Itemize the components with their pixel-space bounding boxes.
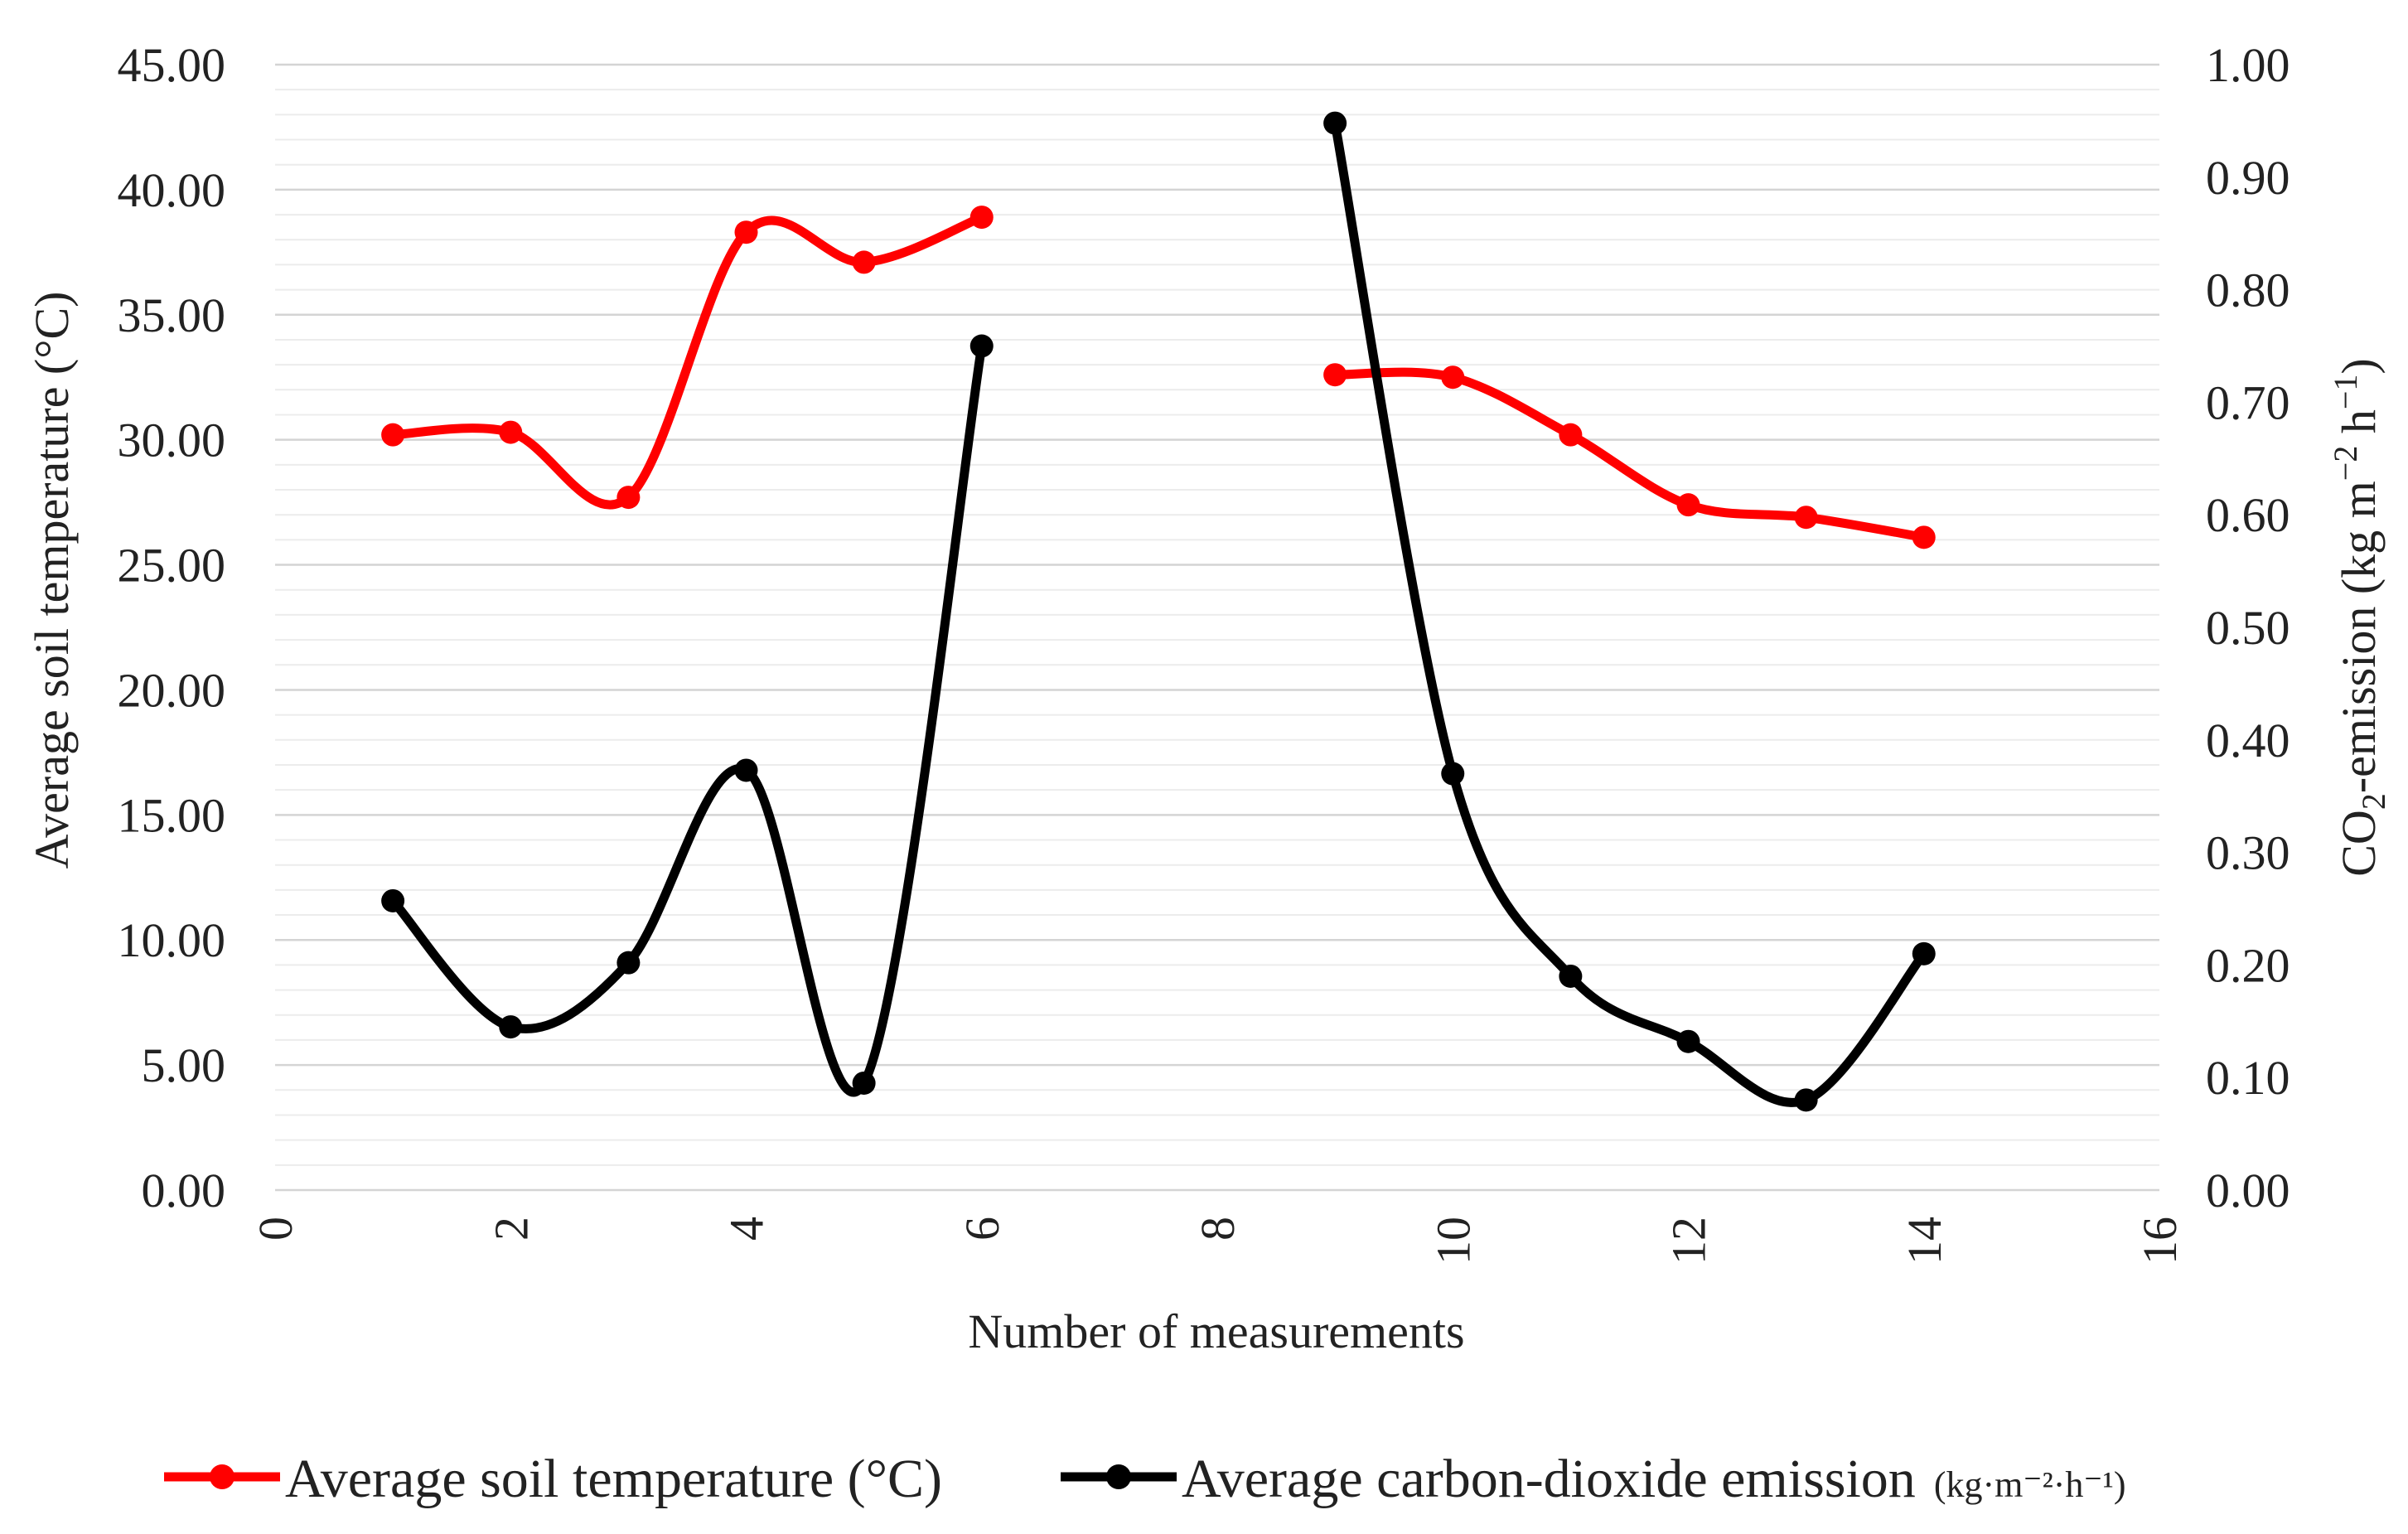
- right-tick-label: 0.90: [2206, 151, 2290, 205]
- data-point: [617, 951, 641, 975]
- right-tick-label: 0.00: [2206, 1164, 2290, 1217]
- data-point: [1676, 1029, 1700, 1053]
- data-point: [734, 220, 758, 244]
- x-tick-label: 12: [1662, 1217, 1716, 1265]
- x-tick-label: 2: [484, 1217, 538, 1241]
- data-point: [1559, 964, 1583, 988]
- right-tick-label: 0.10: [2206, 1051, 2290, 1105]
- x-tick-label: 14: [1898, 1217, 1951, 1265]
- legend: Average soil temperature (°C) Average ca…: [164, 1449, 2125, 1509]
- right-axis-ticks: 0.00 0.10 0.20 0.30 0.40 0.50 0.60 0.70 0.80 0.90…: [2206, 38, 2290, 1217]
- data-point: [734, 758, 758, 782]
- series-temperature: [381, 206, 1936, 549]
- data-point: [499, 420, 523, 444]
- data-point: [1794, 506, 1818, 530]
- data-point: [1323, 111, 1347, 135]
- left-tick-label: 25.00: [118, 539, 226, 593]
- series-line: [1330, 119, 1929, 1107]
- left-tick-label: 20.00: [118, 663, 226, 717]
- series-line: [1330, 367, 1929, 542]
- series-co2: [381, 111, 1936, 1112]
- minor-gridlines: [275, 89, 2159, 1166]
- data-point: [852, 250, 876, 274]
- data-point: [852, 1071, 876, 1095]
- data-point: [1441, 365, 1465, 390]
- left-tick-label: 15.00: [118, 788, 226, 842]
- x-axis-label: Number of measurements: [968, 1304, 1464, 1358]
- data-point: [969, 334, 994, 358]
- data-point: [1676, 493, 1700, 517]
- legend-label-temperature: Average soil temperature (°C): [285, 1449, 942, 1509]
- right-tick-label: 0.30: [2206, 826, 2290, 880]
- left-tick-label: 10.00: [118, 913, 226, 967]
- data-point: [1912, 525, 1936, 549]
- data-point: [1441, 762, 1465, 786]
- left-axis-label: Average soil temperature (°C): [25, 292, 79, 869]
- legend-label-co2: Average carbon-dioxide emission (kg·m⁻²·h…: [1182, 1449, 2125, 1509]
- legend-item-temperature: Average soil temperature (°C): [164, 1449, 942, 1509]
- right-tick-label: 0.50: [2206, 601, 2290, 655]
- left-tick-label: 35.00: [118, 288, 226, 342]
- left-tick-label: 30.00: [118, 414, 226, 467]
- left-tick-label: 40.00: [118, 163, 226, 217]
- series-line: [388, 212, 987, 510]
- data-point: [1559, 423, 1583, 447]
- right-tick-label: 1.00: [2206, 38, 2290, 92]
- left-axis-ticks: 0.00 5.00 10.00 15.00 20.00 25.00 30.00 35.00 40…: [118, 38, 226, 1217]
- data-point: [1794, 1088, 1818, 1112]
- data-point: [499, 1015, 523, 1039]
- right-tick-label: 0.60: [2206, 488, 2290, 542]
- x-tick-label: 4: [720, 1217, 774, 1241]
- right-tick-label: 0.40: [2206, 714, 2290, 767]
- right-axis-label: CO2-emission (kg m−2 h−1): [2327, 358, 2392, 877]
- left-tick-label: 5.00: [142, 1038, 226, 1092]
- x-axis-ticks: 0 2 4 6 8 10 12 14 16: [249, 1217, 2187, 1265]
- right-tick-label: 0.80: [2206, 264, 2290, 317]
- data-point: [617, 486, 641, 510]
- data-point: [1912, 941, 1936, 965]
- x-tick-label: 6: [955, 1217, 1009, 1241]
- left-tick-label: 0.00: [142, 1164, 226, 1217]
- series-line: [388, 341, 987, 1097]
- data-point: [1323, 363, 1347, 387]
- legend-marker-temperature: [210, 1464, 235, 1489]
- series-layer: [381, 111, 1936, 1112]
- x-tick-label: 0: [249, 1217, 302, 1241]
- data-point: [381, 423, 405, 447]
- data-point: [969, 206, 994, 230]
- right-tick-label: 0.70: [2206, 375, 2290, 429]
- x-tick-label: 16: [2133, 1217, 2187, 1265]
- x-tick-label: 8: [1191, 1217, 1245, 1241]
- x-tick-label: 10: [1426, 1217, 1480, 1265]
- right-tick-label: 0.20: [2206, 938, 2290, 992]
- legend-item-co2: Average carbon-dioxide emission (kg·m⁻²·h…: [1061, 1449, 2125, 1509]
- legend-marker-co2: [1106, 1464, 1131, 1489]
- left-tick-label: 45.00: [118, 38, 226, 92]
- data-point: [381, 888, 405, 912]
